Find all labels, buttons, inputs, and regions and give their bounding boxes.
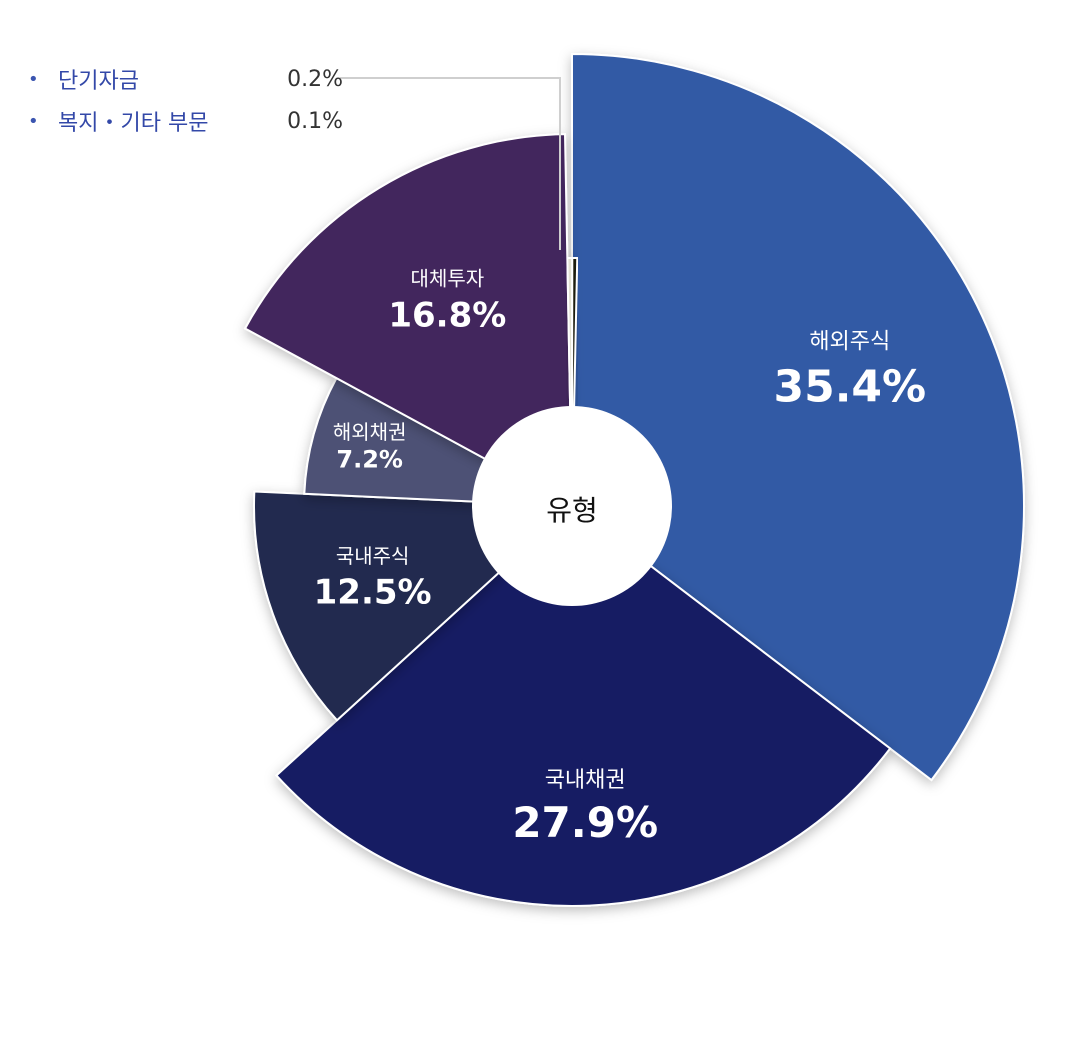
slice-value-label: 27.9% <box>512 798 658 847</box>
center-label: 유형 <box>546 494 598 527</box>
bullet-icon: • <box>28 68 39 90</box>
center-hole <box>472 406 672 606</box>
legend-label: 복지・기타 부문 <box>58 111 209 136</box>
slice-name-label: 대체투자 <box>411 267 485 291</box>
legend-value: 0.2% <box>287 66 343 92</box>
slice-name-label: 국내주식 <box>336 544 410 568</box>
small-slice-leader-line <box>340 77 561 250</box>
slice-name-label: 국내채권 <box>545 768 626 793</box>
slice-value-label: 12.5% <box>314 573 432 613</box>
slice-name-label: 해외주식 <box>809 330 890 355</box>
pie-slice <box>274 504 892 907</box>
slice-name-label: 해외채권 <box>333 420 407 444</box>
slice-value-label: 7.2% <box>336 446 403 474</box>
bullet-icon: • <box>28 110 39 132</box>
pie-slice <box>571 52 1025 782</box>
legend-value: 0.1% <box>287 108 343 134</box>
small-slice-legend: • 단기자금 0.2% • 복지・기타 부문 0.1% <box>28 58 343 142</box>
pie-slice <box>243 133 574 508</box>
legend-item: • 단기자금 0.2% <box>28 58 343 100</box>
legend-item: • 복지・기타 부문 0.1% <box>28 100 343 142</box>
slice-value-label: 16.8% <box>388 295 506 335</box>
legend-label: 단기자금 <box>58 69 139 94</box>
slice-value-label: 35.4% <box>773 361 926 412</box>
